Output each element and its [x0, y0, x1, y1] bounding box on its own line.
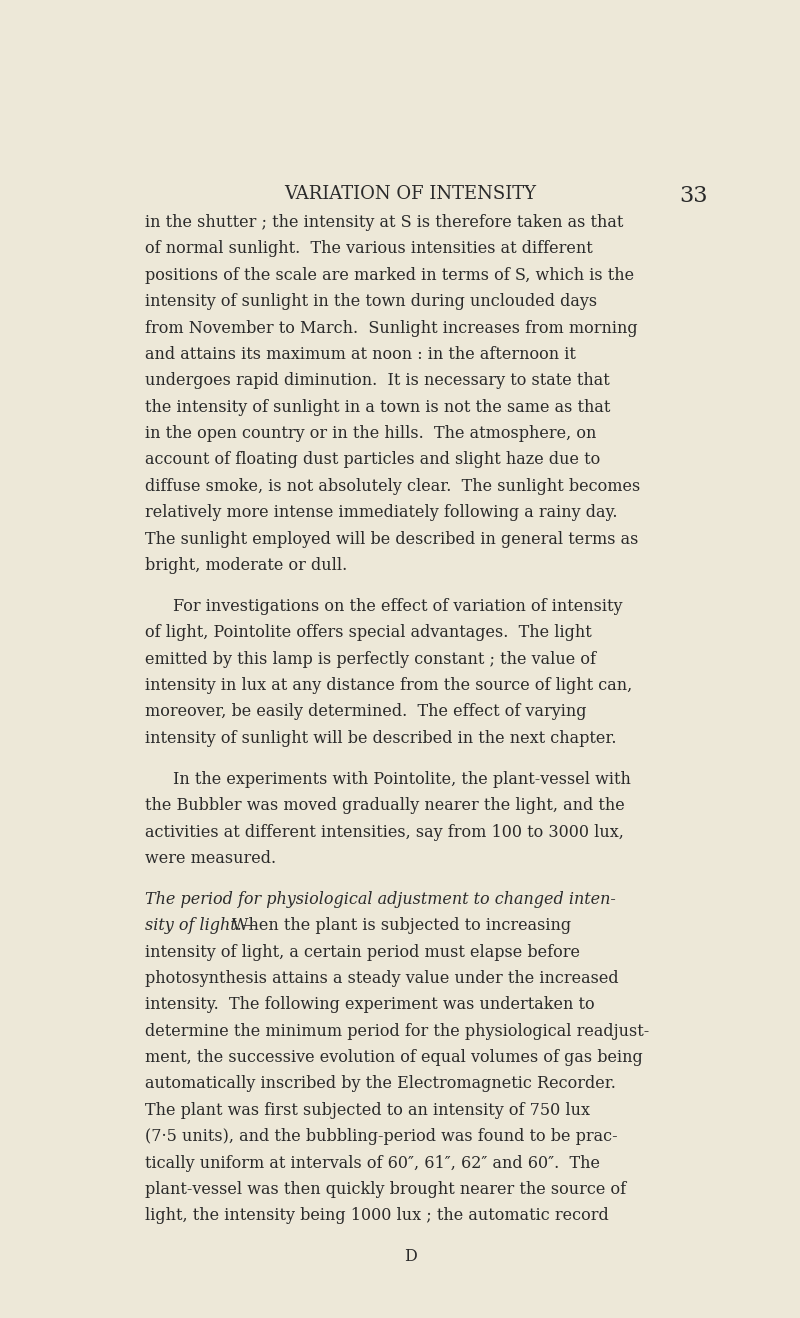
Text: emitted by this lamp is perfectly constant ; the value of: emitted by this lamp is perfectly consta…: [145, 651, 596, 668]
Text: intensity in lux at any distance from the source of light can,: intensity in lux at any distance from th…: [145, 677, 632, 695]
Text: of normal sunlight.  The various intensities at different: of normal sunlight. The various intensit…: [145, 240, 592, 257]
Text: intensity of light, a certain period must elapse before: intensity of light, a certain period mus…: [145, 944, 580, 961]
Text: tically uniform at intervals of 60″, 61″, 62″ and 60″.  The: tically uniform at intervals of 60″, 61″…: [145, 1155, 600, 1172]
Text: moreover, be easily determined.  The effect of varying: moreover, be easily determined. The effe…: [145, 704, 586, 721]
Text: photosynthesis attains a steady value under the increased: photosynthesis attains a steady value un…: [145, 970, 618, 987]
Text: The sunlight employed will be described in general terms as: The sunlight employed will be described …: [145, 531, 638, 547]
Text: determine the minimum period for the physiological readjust-: determine the minimum period for the phy…: [145, 1023, 649, 1040]
Text: sity of light.—: sity of light.—: [145, 917, 258, 934]
Text: in the shutter ; the intensity at S is therefore taken as that: in the shutter ; the intensity at S is t…: [145, 214, 623, 231]
Text: intensity of sunlight in the town during unclouded days: intensity of sunlight in the town during…: [145, 293, 597, 310]
Text: When the plant is subjected to increasing: When the plant is subjected to increasin…: [232, 917, 571, 934]
Text: intensity.  The following experiment was undertaken to: intensity. The following experiment was …: [145, 996, 594, 1014]
Text: in the open country or in the hills.  The atmosphere, on: in the open country or in the hills. The…: [145, 426, 596, 442]
Text: intensity of sunlight will be described in the next chapter.: intensity of sunlight will be described …: [145, 730, 616, 747]
Text: diffuse smoke, is not absolutely clear.  The sunlight becomes: diffuse smoke, is not absolutely clear. …: [145, 478, 640, 494]
Text: from November to March.  Sunlight increases from morning: from November to March. Sunlight increas…: [145, 319, 638, 336]
Text: ment, the successive evolution of equal volumes of gas being: ment, the successive evolution of equal …: [145, 1049, 642, 1066]
Text: In the experiments with Pointolite, the plant-vessel with: In the experiments with Pointolite, the …: [173, 771, 630, 788]
Text: the intensity of sunlight in a town is not the same as that: the intensity of sunlight in a town is n…: [145, 398, 610, 415]
Text: positions of the scale are marked in terms of S, which is the: positions of the scale are marked in ter…: [145, 266, 634, 283]
Text: account of floating dust particles and slight haze due to: account of floating dust particles and s…: [145, 452, 600, 468]
Text: relatively more intense immediately following a rainy day.: relatively more intense immediately foll…: [145, 505, 617, 521]
Text: (7·5 units), and the bubbling-period was found to be prac-: (7·5 units), and the bubbling-period was…: [145, 1128, 618, 1145]
Text: the Bubbler was moved gradually nearer the light, and the: the Bubbler was moved gradually nearer t…: [145, 797, 624, 815]
Text: For investigations on the effect of variation of intensity: For investigations on the effect of vari…: [173, 598, 622, 616]
Text: activities at different intensities, say from 100 to 3000 lux,: activities at different intensities, say…: [145, 824, 623, 841]
Text: bright, moderate or dull.: bright, moderate or dull.: [145, 558, 347, 575]
Text: VARIATION OF INTENSITY: VARIATION OF INTENSITY: [284, 185, 536, 203]
Text: automatically inscribed by the Electromagnetic Recorder.: automatically inscribed by the Electroma…: [145, 1075, 615, 1093]
Text: were measured.: were measured.: [145, 850, 276, 867]
Text: The period for physiological adjustment to changed inten-: The period for physiological adjustment …: [145, 891, 615, 908]
Text: and attains its maximum at noon : in the afternoon it: and attains its maximum at noon : in the…: [145, 345, 575, 362]
Text: light, the intensity being 1000 lux ; the automatic record: light, the intensity being 1000 lux ; th…: [145, 1207, 608, 1224]
Text: The plant was first subjected to an intensity of 750 lux: The plant was first subjected to an inte…: [145, 1102, 590, 1119]
Text: undergoes rapid diminution.  It is necessary to state that: undergoes rapid diminution. It is necess…: [145, 372, 610, 389]
Text: of light, Pointolite offers special advantages.  The light: of light, Pointolite offers special adva…: [145, 625, 591, 642]
Text: D: D: [404, 1248, 416, 1265]
Text: plant-vessel was then quickly brought nearer the source of: plant-vessel was then quickly brought ne…: [145, 1181, 626, 1198]
Text: 33: 33: [680, 185, 708, 207]
